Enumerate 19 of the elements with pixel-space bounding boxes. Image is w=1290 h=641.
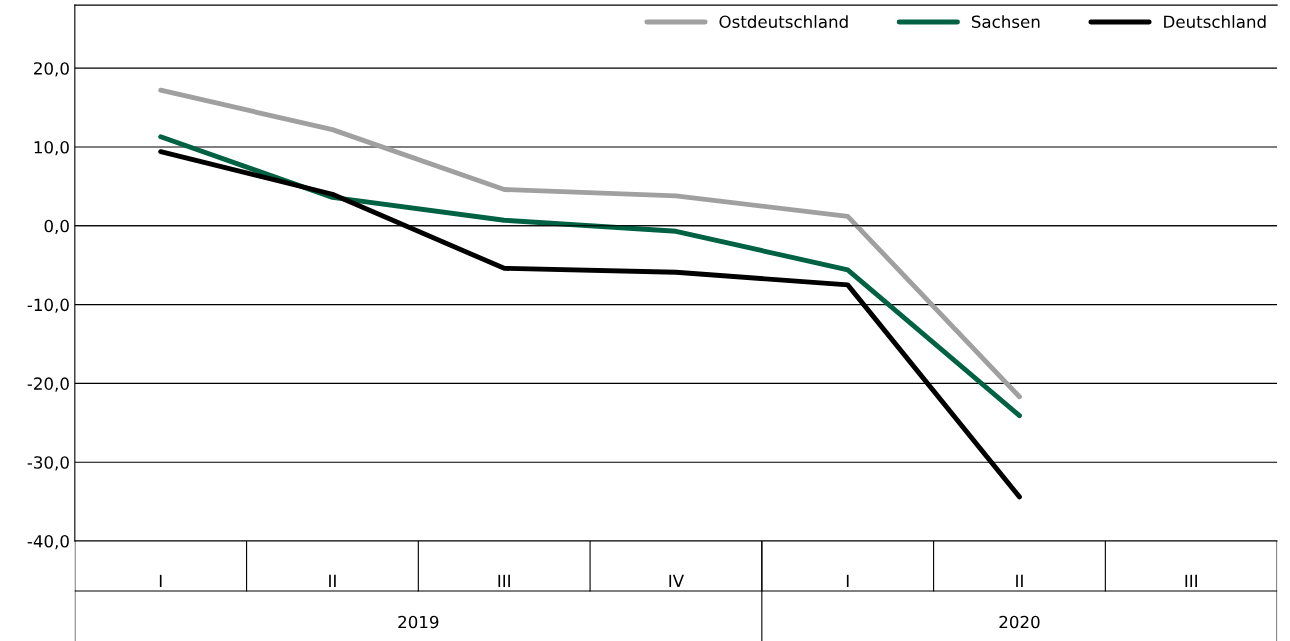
y-tick-label: -30,0 [27, 456, 69, 471]
y-tick-label: -10,0 [27, 298, 69, 313]
x-tick-label: II [1016, 574, 1023, 587]
x-tick-label: I [159, 574, 162, 587]
y-tick-label: -20,0 [27, 377, 69, 392]
legend-label: Deutschland [1164, 15, 1266, 29]
x-tick-label: III [498, 574, 510, 587]
text: 2019 [398, 615, 439, 629]
y-tick-label: 0,0 [44, 219, 69, 235]
x-tick-label: II [329, 574, 336, 587]
x-tick-label: III [1185, 574, 1197, 587]
legend-label: Ostdeutschland [719, 15, 848, 29]
y-tick-label: 20,0 [34, 62, 69, 77]
x-tick-label: IV [669, 574, 684, 587]
text: 2020 [999, 615, 1040, 629]
x-tick-label: I [846, 574, 849, 587]
y-tick-label: -40,0 [27, 534, 69, 550]
legend-label: Sachsen [971, 15, 1040, 29]
y-tick-label: 10,0 [34, 140, 69, 156]
